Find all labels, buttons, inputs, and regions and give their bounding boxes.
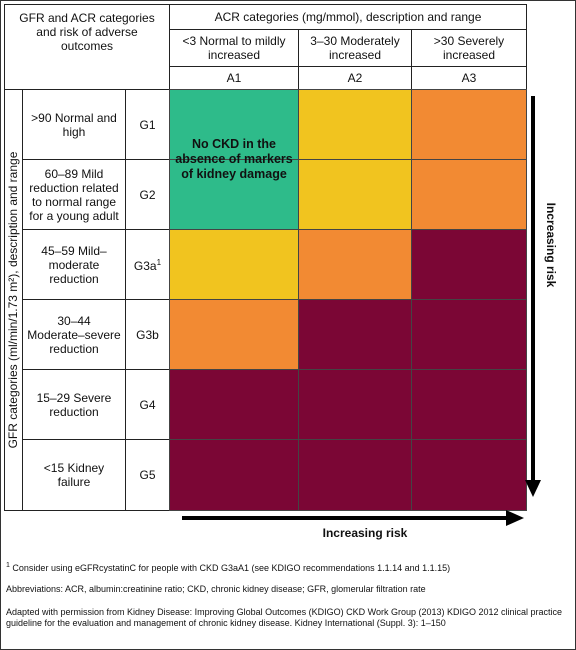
acr-col-desc-a1-text: <3 Normal to mildly increased — [182, 34, 286, 62]
vertical-risk-label: Increasing risk — [544, 202, 558, 288]
gfr-code-g1-text: G1 — [139, 117, 156, 132]
gfr-code-g3b: G3b — [125, 299, 170, 370]
acr-col-code-a2-text: A2 — [347, 71, 363, 85]
gfr-desc-g1: >90 Normal and high — [22, 89, 126, 160]
gfr-code-g3a-text: G3a — [133, 259, 157, 273]
acr-title-text: ACR categories (mg/mmol), description an… — [214, 10, 482, 24]
risk-cell-g4-a1 — [169, 369, 299, 440]
gfr-code-g5: G5 — [125, 439, 170, 511]
risk-cell-g5-a3 — [411, 439, 527, 511]
acr-col-code-a1-text: A1 — [226, 71, 242, 85]
risk-cell-g3b-a2 — [298, 299, 412, 370]
gfr-desc-g3a-text: 45–59 Mild–moderate reduction — [41, 243, 107, 286]
gfr-desc-g3b: 30–44 Moderate–severe reduction — [22, 299, 126, 370]
gfr-code-g4-text: G4 — [139, 397, 156, 412]
gfr-code-g1: G1 — [125, 89, 170, 160]
gfr-desc-g3b-text: 30–44 Moderate–severe reduction — [27, 313, 121, 356]
gfr-code-g2: G2 — [125, 159, 170, 230]
footnote-1-mark: 1 — [6, 562, 10, 569]
risk-cell-g5-a2 — [298, 439, 412, 511]
gfr-desc-g3a: 45–59 Mild–moderate reduction — [22, 229, 126, 300]
risk-cell-g3a-a1 — [169, 229, 299, 300]
risk-cell-g5-a1 — [169, 439, 299, 511]
acr-col-code-a3: A3 — [411, 66, 527, 90]
risk-cell-g3b-a1 — [169, 299, 299, 370]
footnote-1: 1 Consider using eGFRcystatinC for peopl… — [6, 560, 566, 574]
acr-title: ACR categories (mg/mmol), description an… — [169, 4, 527, 30]
risk-cell-g3a-a2 — [298, 229, 412, 300]
gfr-axis-label: GFR categories (ml/min/1.73 m²), descrip… — [6, 151, 20, 449]
risk-cell-g1-a3 — [411, 89, 527, 160]
abbreviations: Abbreviations: ACR, albumin:creatinine r… — [6, 584, 426, 594]
acr-col-desc-a1: <3 Normal to mildly increased — [169, 29, 299, 67]
horizontal-risk-label: Increasing risk — [322, 526, 408, 540]
acr-col-code-a1: A1 — [169, 66, 299, 90]
risk-cell-g4-a2 — [298, 369, 412, 440]
footnote-1-text: Consider using eGFRcystatinC for people … — [12, 563, 451, 573]
gfr-code-g5-text: G5 — [139, 468, 156, 482]
corner-header: GFR and ACR categories and risk of adver… — [4, 4, 170, 90]
no-ckd-message: No CKD in the absence of markers of kidn… — [175, 137, 293, 181]
gfr-desc-g4: 15–29 Severe reduction — [22, 369, 126, 440]
gfr-code-g3a-footnote-mark: 1 — [156, 258, 162, 267]
gfr-code-g3a: G3a1 — [125, 229, 170, 300]
risk-cell-g2-a1 — [169, 159, 299, 230]
risk-cell-g3b-a3 — [411, 299, 527, 370]
gfr-code-g3b-text: G3b — [136, 327, 159, 342]
gfr-code-g4: G4 — [125, 369, 170, 440]
risk-cell-g2-a3 — [411, 159, 527, 230]
acr-col-desc-a2-text: 3–30 Moderately increased — [310, 34, 400, 62]
acr-col-desc-a3: >30 Severely increased — [411, 29, 527, 67]
gfr-desc-g2-text: 60–89 Mild reduction related to normal r… — [29, 166, 119, 223]
gfr-desc-g5: <15 Kidney failure — [22, 439, 126, 511]
gfr-desc-g4-text: 15–29 Severe reduction — [36, 390, 112, 419]
acr-col-desc-a3-text: >30 Severely increased — [433, 34, 505, 62]
risk-cell-g1-a1 — [169, 89, 299, 160]
acr-col-code-a2: A2 — [298, 66, 412, 90]
gfr-desc-g2: 60–89 Mild reduction related to normal r… — [22, 159, 126, 230]
gfr-code-g2-text: G2 — [139, 187, 156, 202]
acr-col-code-a3-text: A3 — [461, 71, 477, 85]
acr-col-desc-a2: 3–30 Moderately increased — [298, 29, 412, 67]
source-citation: Adapted with permission from Kidney Dise… — [6, 607, 563, 628]
risk-cell-g1-a2 — [298, 89, 412, 160]
gfr-desc-g5-text: <15 Kidney failure — [43, 461, 105, 489]
risk-cell-g3a-a3 — [411, 229, 527, 300]
risk-cell-g2-a2 — [298, 159, 412, 230]
gfr-desc-g1-text: >90 Normal and high — [31, 110, 117, 139]
risk-cell-g4-a3 — [411, 369, 527, 440]
corner-header-text: GFR and ACR categories and risk of adver… — [19, 11, 155, 53]
